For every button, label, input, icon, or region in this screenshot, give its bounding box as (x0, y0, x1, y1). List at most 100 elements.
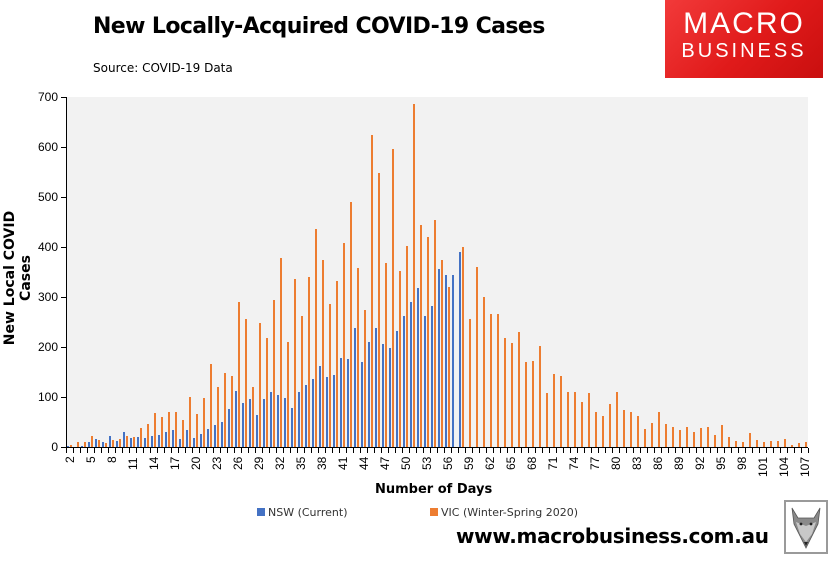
y-tick (61, 447, 66, 448)
bar-nsw (269, 392, 273, 447)
bar-vic (272, 300, 276, 447)
bar-vic (83, 442, 87, 447)
x-tick-label: 98 (734, 456, 749, 470)
x-tick (787, 448, 788, 453)
x-tick (675, 448, 676, 453)
bar-nsw (416, 288, 420, 447)
legend-label-nsw: NSW (Current) (268, 506, 348, 519)
bar-vic (559, 376, 563, 447)
x-tick (731, 448, 732, 453)
x-tick (745, 448, 746, 453)
bar-vic (447, 287, 451, 447)
bar-vic (713, 435, 717, 447)
y-tick (61, 147, 66, 148)
y-tick (61, 197, 66, 198)
x-tick (234, 448, 235, 453)
x-axis-title: Number of Days (375, 482, 493, 497)
x-tick (248, 448, 249, 453)
x-tick (402, 448, 403, 453)
y-tick-label: 600 (37, 140, 58, 154)
bar-vic (405, 246, 409, 447)
bar-nsw (276, 395, 280, 447)
bar-nsw (80, 445, 84, 447)
bar-vic (545, 393, 549, 447)
bar-nsw (115, 441, 119, 447)
x-tick (696, 448, 697, 453)
bar-vic (370, 135, 374, 447)
x-tick (185, 448, 186, 453)
bar-vic (132, 437, 136, 447)
x-tick-label: 5 (83, 456, 98, 463)
x-tick-label: 95 (713, 456, 728, 470)
bar-vic (524, 362, 528, 447)
y-tick-label: 0 (51, 440, 58, 454)
bar-nsw (332, 375, 336, 447)
bar-vic (720, 425, 724, 447)
x-tick (493, 448, 494, 453)
x-tick (136, 448, 137, 453)
bar-nsw (283, 398, 287, 447)
bar-vic (615, 392, 619, 447)
footer-url[interactable]: www.macrobusiness.com.au (456, 524, 769, 548)
x-tick (255, 448, 256, 453)
y-tick (61, 397, 66, 398)
y-tick-label: 100 (37, 390, 58, 404)
bar-nsw (290, 408, 294, 447)
bar-vic (181, 420, 185, 447)
x-tick (563, 448, 564, 453)
y-tick (61, 347, 66, 348)
x-tick (801, 448, 802, 453)
x-tick (458, 448, 459, 453)
bar-nsw (185, 430, 189, 447)
bar-vic (90, 436, 94, 447)
bar-vic (482, 297, 486, 447)
bar-vic (167, 412, 171, 447)
x-tick (507, 448, 508, 453)
bar-vic (216, 387, 220, 447)
bar-vic (286, 342, 290, 447)
bar-vic (118, 439, 122, 447)
x-tick (171, 448, 172, 453)
x-tick (360, 448, 361, 453)
macrobusiness-logo[interactable]: MACRO BUSINESS (665, 0, 823, 78)
x-tick (304, 448, 305, 453)
bar-nsw (353, 328, 357, 447)
bar-vic (769, 441, 773, 447)
bar-vic (510, 343, 514, 447)
bar-nsw (381, 344, 385, 447)
bar-nsw (129, 438, 133, 447)
bar-nsw (150, 436, 154, 447)
logo-line-1: MACRO (683, 7, 805, 40)
x-tick (682, 448, 683, 453)
bar-vic (573, 392, 577, 447)
x-tick-label: 35 (293, 456, 308, 470)
bar-nsw (262, 399, 266, 447)
bar-vic (790, 445, 794, 447)
bar-vic (776, 441, 780, 447)
bar-vic (489, 314, 493, 447)
chart-title: New Locally-Acquired COVID-19 Cases (93, 14, 545, 39)
x-tick-label: 47 (377, 456, 392, 470)
bar-vic (475, 267, 479, 447)
x-tick (661, 448, 662, 453)
bar-vic (321, 260, 325, 447)
bar-vic (685, 427, 689, 447)
x-tick-label: 8 (104, 456, 119, 463)
bar-vic (587, 393, 591, 447)
bar-vic (97, 440, 101, 447)
bar-vic (342, 243, 346, 447)
bar-vic (608, 404, 612, 447)
bar-nsw (164, 432, 168, 447)
x-tick (339, 448, 340, 453)
x-tick (451, 448, 452, 453)
bar-vic (538, 346, 542, 447)
bar-vic (650, 423, 654, 447)
x-tick (241, 448, 242, 453)
x-tick (626, 448, 627, 453)
bar-vic (748, 433, 752, 447)
bar-nsw (108, 436, 112, 447)
y-axis-line (66, 97, 67, 448)
x-tick (129, 448, 130, 453)
bar-vic (349, 202, 353, 447)
x-tick (549, 448, 550, 453)
